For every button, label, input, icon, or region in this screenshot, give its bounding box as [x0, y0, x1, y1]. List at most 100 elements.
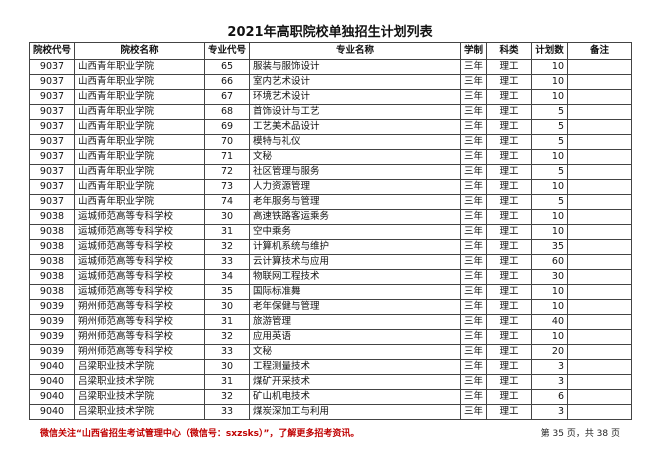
cell-category: 理工 [486, 314, 532, 330]
cell-major-code: 30 [204, 359, 250, 375]
cell-school-name: 朔州师范高等专科学校 [74, 299, 205, 315]
cell-school-code: 9037 [29, 119, 75, 135]
cell-category: 理工 [486, 299, 532, 315]
table-row: 9037 山西青年职业学院 73 人力资源管理 三年 理工 10 [29, 179, 632, 195]
cell-duration: 三年 [460, 209, 487, 225]
cell-category: 理工 [486, 74, 532, 90]
table-row: 9037 山西青年职业学院 74 老年服务与管理 三年 理工 5 [29, 194, 632, 210]
cell-major-name: 矿山机电技术 [249, 389, 461, 405]
cell-category: 理工 [486, 284, 532, 300]
cell-category: 理工 [486, 359, 532, 375]
cell-major-name: 物联网工程技术 [249, 269, 461, 285]
cell-category: 理工 [486, 89, 532, 105]
cell-duration: 三年 [460, 344, 487, 360]
cell-school-name: 吕梁职业技术学院 [74, 389, 205, 405]
cell-major-name: 计算机系统与维护 [249, 239, 461, 255]
cell-remarks [567, 209, 632, 225]
cell-major-code: 69 [204, 119, 250, 135]
cell-remarks [567, 254, 632, 270]
table-row: 9038 运城师范高等专科学校 33 云计算技术与应用 三年 理工 60 [29, 254, 632, 270]
cell-category: 理工 [486, 164, 532, 180]
cell-major-code: 65 [204, 59, 250, 75]
cell-duration: 三年 [460, 374, 487, 390]
table-row: 9037 山西青年职业学院 69 工艺美术品设计 三年 理工 5 [29, 119, 632, 135]
cell-remarks [567, 239, 632, 255]
cell-school-name: 朔州师范高等专科学校 [74, 344, 205, 360]
table-row: 9037 山西青年职业学院 67 环境艺术设计 三年 理工 10 [29, 89, 632, 105]
cell-remarks [567, 344, 632, 360]
column-header-major-name: 专业名称 [249, 42, 461, 60]
cell-category: 理工 [486, 389, 532, 405]
cell-major-name: 模特与礼仪 [249, 134, 461, 150]
cell-duration: 三年 [460, 314, 487, 330]
cell-school-name: 山西青年职业学院 [74, 104, 205, 120]
cell-plan-count: 10 [531, 74, 568, 90]
cell-duration: 三年 [460, 299, 487, 315]
cell-school-code: 9039 [29, 314, 75, 330]
cell-duration: 三年 [460, 359, 487, 375]
cell-category: 理工 [486, 254, 532, 270]
cell-category: 理工 [486, 224, 532, 240]
wechat-notice: 微信关注“山西省招生考试管理中心（微信号：sxzsks）”，了解更多招考资讯。 [40, 429, 360, 439]
cell-major-code: 31 [204, 314, 250, 330]
cell-major-code: 34 [204, 269, 250, 285]
cell-school-name: 山西青年职业学院 [74, 179, 205, 195]
column-header-major-code: 专业代号 [204, 42, 250, 60]
cell-school-code: 9038 [29, 209, 75, 225]
cell-category: 理工 [486, 194, 532, 210]
table-row: 9039 朔州师范高等专科学校 30 老年保健与管理 三年 理工 10 [29, 299, 632, 315]
cell-major-code: 32 [204, 389, 250, 405]
cell-major-name: 工艺美术品设计 [249, 119, 461, 135]
cell-major-code: 70 [204, 134, 250, 150]
table-row: 9040 吕梁职业技术学院 33 煤炭深加工与利用 三年 理工 3 [29, 404, 632, 420]
cell-major-code: 30 [204, 209, 250, 225]
cell-school-code: 9037 [29, 59, 75, 75]
cell-school-code: 9037 [29, 134, 75, 150]
cell-major-name: 社区管理与服务 [249, 164, 461, 180]
page-number: 第 35 页，共 38 页 [540, 429, 620, 439]
column-header-school-name: 院校名称 [74, 42, 205, 60]
cell-major-name: 国际标准舞 [249, 284, 461, 300]
cell-major-code: 33 [204, 404, 250, 420]
cell-major-name: 老年保健与管理 [249, 299, 461, 315]
table-row: 9040 吕梁职业技术学院 30 工程测量技术 三年 理工 3 [29, 359, 632, 375]
cell-remarks [567, 149, 632, 165]
cell-major-name: 室内艺术设计 [249, 74, 461, 90]
cell-duration: 三年 [460, 254, 487, 270]
cell-plan-count: 10 [531, 284, 568, 300]
cell-major-name: 云计算技术与应用 [249, 254, 461, 270]
cell-plan-count: 35 [531, 239, 568, 255]
cell-school-code: 9038 [29, 269, 75, 285]
cell-plan-count: 5 [531, 194, 568, 210]
cell-major-code: 68 [204, 104, 250, 120]
cell-duration: 三年 [460, 89, 487, 105]
cell-major-code: 32 [204, 329, 250, 345]
table-row: 9038 运城师范高等专科学校 30 高速铁路客运乘务 三年 理工 10 [29, 209, 632, 225]
cell-school-code: 9037 [29, 89, 75, 105]
cell-major-name: 煤矿开采技术 [249, 374, 461, 390]
table-row: 9037 山西青年职业学院 70 模特与礼仪 三年 理工 5 [29, 134, 632, 150]
cell-school-code: 9037 [29, 149, 75, 165]
cell-school-name: 朔州师范高等专科学校 [74, 329, 205, 345]
cell-school-name: 吕梁职业技术学院 [74, 404, 205, 420]
cell-duration: 三年 [460, 104, 487, 120]
table-row: 9040 吕梁职业技术学院 32 矿山机电技术 三年 理工 6 [29, 389, 632, 405]
cell-plan-count: 10 [531, 299, 568, 315]
cell-remarks [567, 269, 632, 285]
table-body: 9037 山西青年职业学院 65 服装与服饰设计 三年 理工 10 9037 山西青年职业学院 6… [29, 59, 632, 420]
cell-school-name: 朔州师范高等专科学校 [74, 314, 205, 330]
cell-school-code: 9039 [29, 329, 75, 345]
table-row: 9039 朔州师范高等专科学校 33 文秘 三年 理工 20 [29, 344, 632, 360]
cell-plan-count: 10 [531, 149, 568, 165]
cell-school-name: 山西青年职业学院 [74, 59, 205, 75]
cell-school-code: 9037 [29, 194, 75, 210]
cell-duration: 三年 [460, 269, 487, 285]
table-header: 院校代号 院校名称 专业代号 专业名称 学制 科类 计划数 备注 [29, 42, 632, 60]
cell-school-code: 9037 [29, 179, 75, 195]
cell-category: 理工 [486, 374, 532, 390]
table-row: 9038 运城师范高等专科学校 32 计算机系统与维护 三年 理工 35 [29, 239, 632, 255]
cell-school-name: 运城师范高等专科学校 [74, 224, 205, 240]
table-row: 9037 山西青年职业学院 68 首饰设计与工艺 三年 理工 5 [29, 104, 632, 120]
column-header-school-code: 院校代号 [29, 42, 75, 60]
cell-duration: 三年 [460, 329, 487, 345]
